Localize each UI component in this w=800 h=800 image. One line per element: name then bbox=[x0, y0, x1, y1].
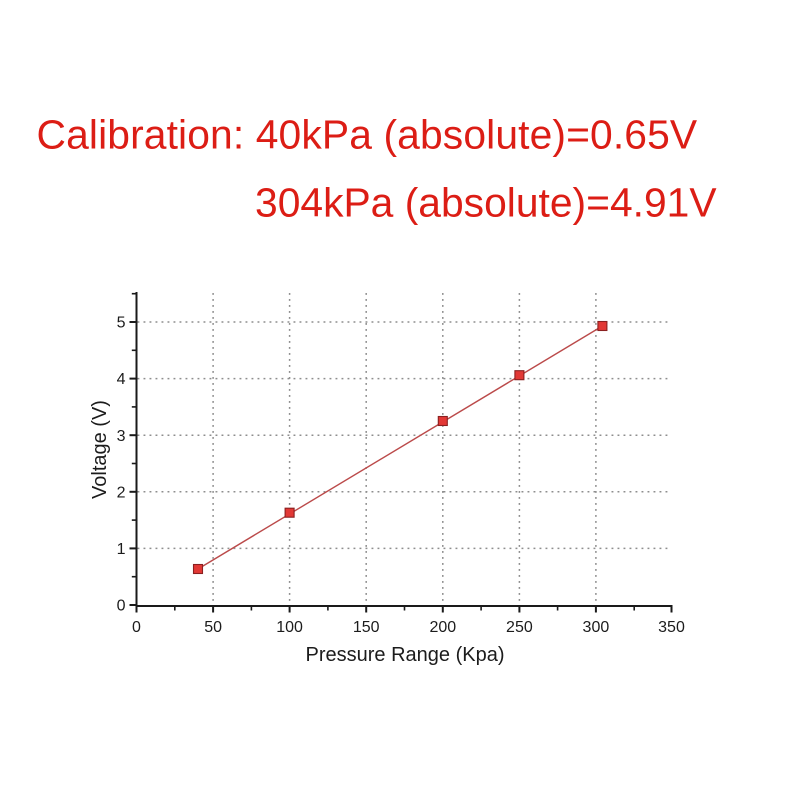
svg-text:150: 150 bbox=[353, 619, 380, 636]
svg-text:100: 100 bbox=[276, 619, 303, 636]
svg-text:2: 2 bbox=[117, 484, 126, 501]
svg-text:50: 50 bbox=[204, 619, 222, 636]
svg-text:Calibration: 40kPa (absolute)=: Calibration: 40kPa (absolute)=0.65V bbox=[37, 112, 698, 158]
svg-text:304kPa (absolute)=4.91V: 304kPa (absolute)=4.91V bbox=[255, 179, 717, 225]
svg-text:300: 300 bbox=[583, 619, 610, 636]
svg-text:350: 350 bbox=[658, 619, 685, 636]
svg-text:200: 200 bbox=[429, 619, 456, 636]
svg-text:250: 250 bbox=[506, 619, 533, 636]
svg-text:0: 0 bbox=[117, 598, 126, 615]
svg-text:0: 0 bbox=[132, 619, 141, 636]
svg-text:Pressure Range (Kpa): Pressure Range (Kpa) bbox=[306, 644, 505, 666]
svg-text:4: 4 bbox=[117, 371, 126, 388]
svg-text:Voltage (V): Voltage (V) bbox=[89, 400, 111, 499]
svg-text:5: 5 bbox=[117, 315, 126, 332]
svg-text:1: 1 bbox=[117, 541, 126, 558]
svg-text:3: 3 bbox=[117, 428, 126, 445]
